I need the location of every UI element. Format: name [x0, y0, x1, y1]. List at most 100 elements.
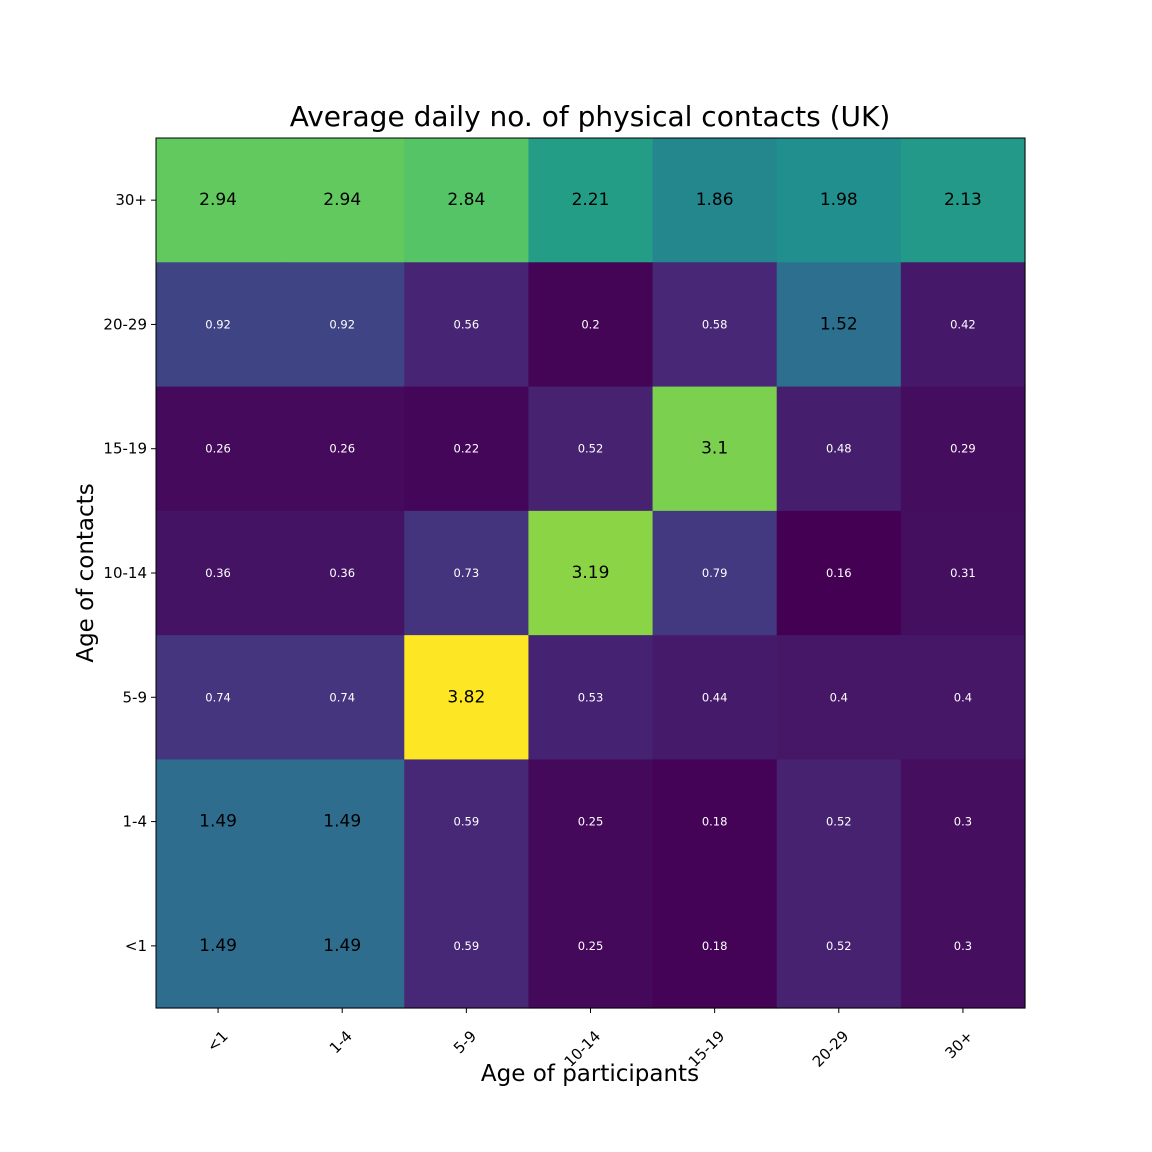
cell-value-label: 0.56 [454, 317, 480, 331]
cell-value-label: 0.4 [954, 690, 972, 704]
cell-value-label: 0.36 [329, 566, 355, 580]
heatmap-cell [404, 386, 530, 512]
heatmap-cell [776, 510, 902, 636]
heatmap-cell [900, 138, 1026, 263]
x-tick-label: 5-9 [450, 1027, 480, 1057]
cell-value-label: 0.2 [581, 317, 599, 331]
y-axis-label: Age of contacts [73, 483, 99, 662]
cell-value-label: 0.36 [205, 566, 231, 580]
heatmap-cell [280, 262, 405, 388]
heatmap-cell [156, 510, 281, 636]
heatmap-cell [652, 138, 778, 263]
heatmap-cell [280, 759, 405, 885]
heatmap-cell [528, 262, 654, 388]
heatmap-cell [900, 635, 1026, 761]
cell-value-label: 0.59 [454, 939, 480, 953]
x-tick-label: <1 [203, 1027, 231, 1055]
heatmap-cell [776, 138, 902, 263]
heatmap-cell [652, 510, 778, 636]
heatmap-cell [776, 635, 902, 761]
cell-value-label: 1.49 [323, 936, 361, 956]
heatmap-cell [528, 883, 654, 1009]
heatmap-cell [156, 386, 281, 512]
cell-value-label: 0.48 [826, 442, 852, 456]
heatmap-cell [156, 635, 281, 761]
heatmap-cell [404, 138, 530, 263]
cell-value-label: 2.84 [447, 190, 485, 210]
cell-value-label: 2.94 [323, 190, 361, 210]
heatmap-cell [900, 386, 1026, 512]
cell-value-label: 0.52 [578, 442, 604, 456]
cell-value-label: 0.25 [578, 939, 604, 953]
cell-value-label: 0.58 [702, 317, 728, 331]
y-axis: 30+ 20-29 15-19 10-14 5-9 1-4 <1 [103, 191, 156, 955]
heatmap-cell [900, 759, 1026, 885]
cell-value-label: 0.53 [578, 690, 604, 704]
heatmap-cell [156, 883, 281, 1009]
heatmap-cell [528, 759, 654, 885]
heatmap-cell [776, 883, 902, 1009]
cell-value-label: 0.18 [702, 815, 728, 829]
cell-value-label: 0.74 [329, 690, 355, 704]
cell-value-label: 0.16 [826, 566, 852, 580]
cell-value-label: 0.29 [950, 442, 976, 456]
cell-value-label: 0.92 [329, 317, 355, 331]
y-tick-label: 1-4 [123, 813, 148, 831]
heatmap-cell [280, 510, 405, 636]
cell-value-label: 0.42 [950, 317, 976, 331]
heatmap-cell [528, 386, 654, 512]
cell-value-label: 0.3 [954, 815, 972, 829]
cell-value-label: 0.26 [329, 442, 355, 456]
heatmap-cell [776, 759, 902, 885]
heatmap-cell [652, 883, 778, 1009]
cell-value-label: 0.52 [826, 815, 852, 829]
heatmap-cell [528, 138, 654, 263]
cell-value-label: 0.59 [454, 815, 480, 829]
y-tick-label: 20-29 [103, 315, 147, 333]
y-tick-label: <1 [125, 937, 147, 955]
heatmap-cell [900, 883, 1026, 1009]
cell-value-label: 0.4 [830, 690, 848, 704]
cell-value-label: 0.3 [954, 939, 972, 953]
y-tick-label: 30+ [115, 191, 147, 209]
heatmap-cell [156, 262, 281, 388]
heatmap-cell [652, 635, 778, 761]
cell-value-label: 2.13 [944, 190, 982, 210]
cell-value-label: 0.22 [454, 442, 480, 456]
heatmap-cell [156, 138, 281, 263]
heatmap-cell [776, 386, 902, 512]
x-tick-label: 20-29 [809, 1027, 853, 1071]
cell-value-label: 0.31 [950, 566, 976, 580]
heatmap-cell [156, 759, 281, 885]
heatmap-cell [404, 759, 530, 885]
x-tick-label: 30+ [941, 1027, 976, 1062]
heatmap-cell [404, 883, 530, 1009]
cell-value-label: 0.79 [702, 566, 728, 580]
cell-value-label: 1.49 [323, 812, 361, 832]
cell-value-labels: 2.94 2.94 2.84 2.21 1.86 1.98 2.13 0.92 0.92 0.56… [199, 190, 982, 956]
cell-value-label: 3.19 [572, 563, 610, 583]
cell-value-label: 0.26 [205, 442, 231, 456]
chart-title: Average daily no. of physical contacts (… [290, 100, 891, 133]
heatmap-cell [900, 510, 1026, 636]
cell-value-label: 1.52 [820, 314, 858, 334]
cell-value-label: 1.49 [199, 812, 237, 832]
heatmap-cell [280, 883, 405, 1009]
heatmap-cell [280, 138, 405, 263]
x-axis-label: Age of participants [481, 1061, 699, 1087]
heatmap-cell [900, 262, 1026, 388]
cell-value-label: 0.74 [205, 690, 231, 704]
cell-value-label: 1.86 [696, 190, 734, 210]
heatmap-cell [280, 386, 405, 512]
cell-value-label: 0.73 [454, 566, 480, 580]
heatmap-cell [652, 386, 778, 512]
cell-value-label: 0.25 [578, 815, 604, 829]
cell-value-label: 0.52 [826, 939, 852, 953]
heatmap-cell [776, 262, 902, 388]
heatmap-cell [528, 510, 654, 636]
y-tick-label: 10-14 [103, 564, 147, 582]
cell-value-label: 1.98 [820, 190, 858, 210]
heatmap-cell [528, 635, 654, 761]
cell-value-label: 0.92 [205, 317, 231, 331]
